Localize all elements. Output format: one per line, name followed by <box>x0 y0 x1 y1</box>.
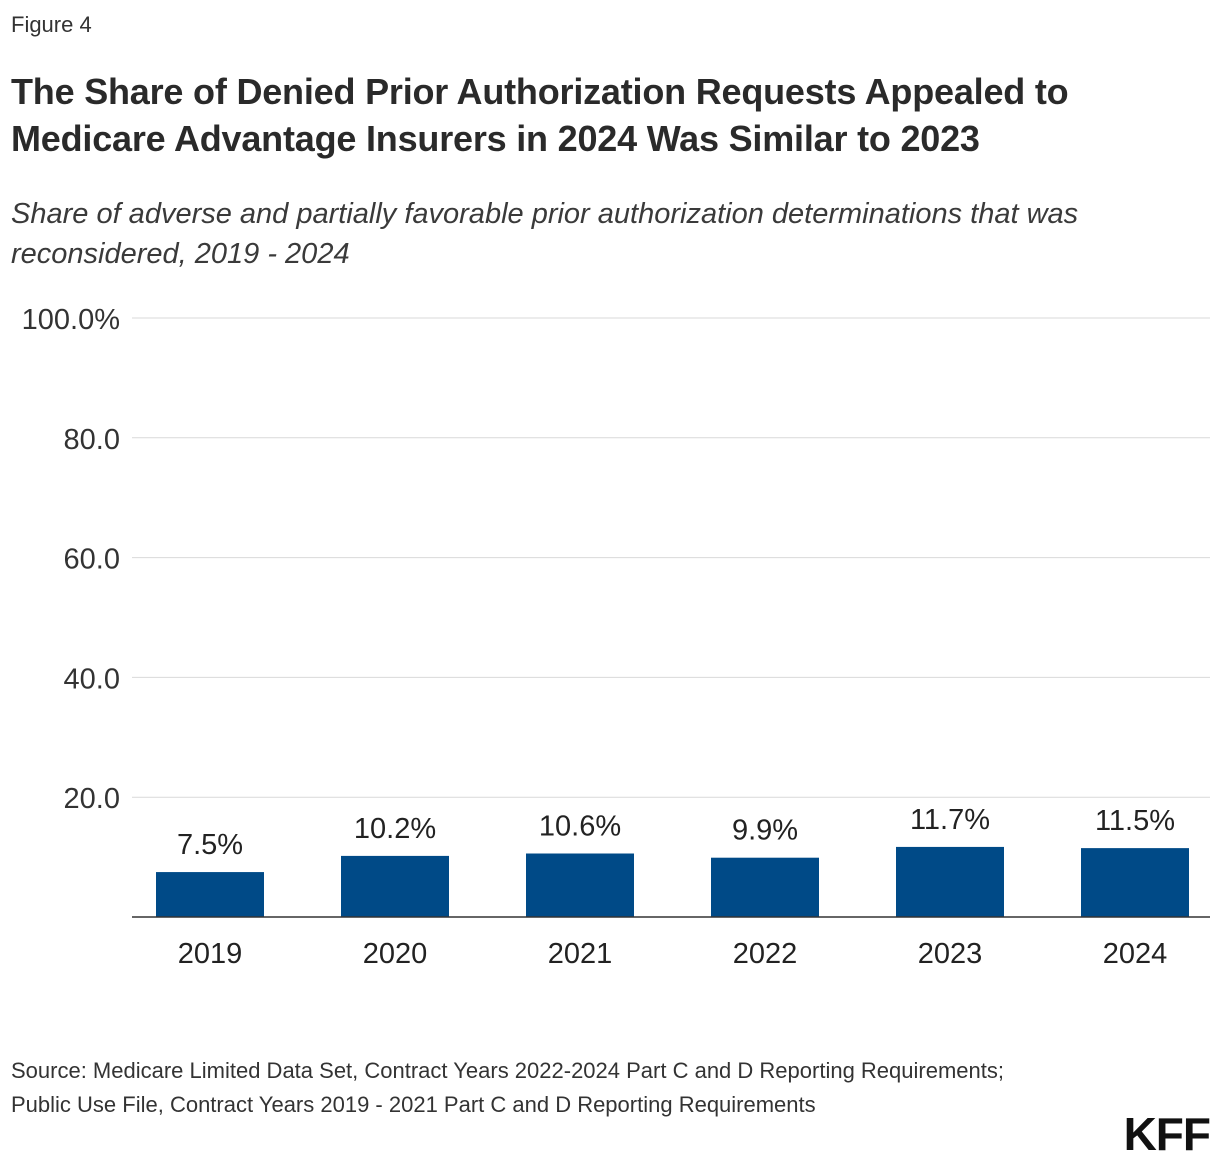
y-tick-label: 20.0 <box>64 783 120 815</box>
bar <box>341 855 449 917</box>
bar <box>1081 848 1189 917</box>
data-label: 7.5% <box>177 829 243 861</box>
y-tick-label: 80.0 <box>64 424 120 456</box>
x-tick-label: 2022 <box>733 938 798 970</box>
x-tick-label: 2023 <box>918 938 983 970</box>
x-tick-label: 2019 <box>178 938 243 970</box>
x-tick-label: 2021 <box>548 938 613 970</box>
figure-label: Figure 4 <box>11 12 92 37</box>
data-label: 10.6% <box>539 811 621 843</box>
y-tick-label: 40.0 <box>64 663 120 695</box>
x-tick-label: 2024 <box>1103 938 1168 970</box>
source-note: Source: Medicare Limited Data Set, Contr… <box>11 1058 1004 1117</box>
bar <box>156 872 264 917</box>
x-tick-label: 2020 <box>363 938 428 970</box>
data-label: 9.9% <box>732 815 798 847</box>
bar-chart: 20.0 40.0 60.0 80.0 100.0% 7.5% 2019 10.2% 2020 1… <box>22 304 1210 970</box>
bar <box>526 853 634 917</box>
data-label: 11.7% <box>910 804 990 836</box>
kff-logo: KFF <box>1123 1108 1211 1160</box>
bar <box>711 857 819 917</box>
y-tick-label: 60.0 <box>64 544 120 576</box>
data-label: 10.2% <box>354 813 436 845</box>
bar <box>896 846 1004 917</box>
chart-subtitle: Share of adverse and partially favorable… <box>11 198 1079 270</box>
data-label: 11.5% <box>1095 805 1175 837</box>
y-tick-label: 100.0% <box>22 304 120 336</box>
chart-title: The Share of Denied Prior Authorization … <box>11 71 1069 159</box>
